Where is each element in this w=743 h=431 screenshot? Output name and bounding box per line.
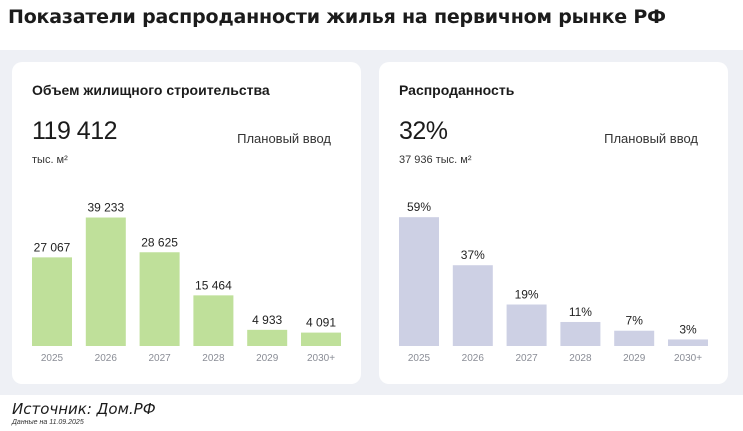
x-tick-label: 2025 <box>41 353 64 364</box>
volume-unit: тыс. м² <box>32 154 68 166</box>
bar-value-label: 4 933 <box>252 313 282 327</box>
bar-value-label: 15 464 <box>195 278 232 292</box>
bar-2025 <box>32 257 72 346</box>
bar-2027 <box>139 252 180 346</box>
x-tick-label: 2028 <box>569 353 592 364</box>
bar-value-label: 28 625 <box>141 235 178 249</box>
bar-value-label: 59% <box>407 200 431 214</box>
x-tick-label: 2030+ <box>674 353 702 364</box>
bar-value-label: 37% <box>461 248 485 262</box>
x-tick-label: 2027 <box>515 353 538 364</box>
bar-2029 <box>614 330 655 346</box>
sold-share-card: Распроданность 32% 37 936 тыс. м² Планов… <box>379 62 728 384</box>
x-tick-label: 2027 <box>148 353 171 364</box>
card-title: Распроданность <box>399 82 515 98</box>
bar-2030+ <box>668 339 708 346</box>
date-note: Данные на 11.09.2025 <box>12 419 84 426</box>
bar-2028 <box>560 321 601 346</box>
x-tick-label: 2030+ <box>307 353 335 364</box>
bar-2028 <box>193 295 234 346</box>
bar-value-label: 19% <box>515 288 539 302</box>
bar-2027 <box>506 304 547 346</box>
bar-value-label: 39 233 <box>87 201 124 215</box>
sold-volume-value: 37 936 тыс. м² <box>399 154 472 166</box>
sold-share-value: 32% <box>399 117 448 145</box>
bar-2026 <box>85 217 126 346</box>
bar-2026 <box>452 265 493 346</box>
x-tick-label: 2026 <box>95 353 118 364</box>
bar-2030+ <box>301 332 341 346</box>
bar-value-label: 11% <box>569 305 592 319</box>
bar-value-label: 27 067 <box>34 240 71 254</box>
x-tick-label: 2028 <box>202 353 225 364</box>
page-title: Показатели распроданности жилья на перви… <box>8 6 666 28</box>
bar-value-label: 4 091 <box>306 316 336 330</box>
total-volume-value: 119 412 <box>32 117 118 145</box>
bar-value-label: 3% <box>679 322 697 336</box>
volume-bar-chart: 27 067 2025 39 233 2026 28 625 2027 15 464 2028… <box>32 201 341 364</box>
x-tick-label: 2029 <box>623 353 646 364</box>
x-tick-label: 2025 <box>408 353 431 364</box>
x-tick-label: 2026 <box>462 353 485 364</box>
plan-label: Плановый ввод <box>604 131 698 146</box>
bar-2025 <box>399 217 439 346</box>
sold-share-bar-chart: 59% 2025 37% 2026 19% 2027 11% 2028 7% 2029 3% 2030… <box>399 200 708 364</box>
bar-value-label: 7% <box>626 314 644 328</box>
bar-2029 <box>247 329 288 346</box>
x-tick-label: 2029 <box>256 353 279 364</box>
card-title: Объем жилищного строительства <box>32 82 270 98</box>
plan-label: Плановый ввод <box>237 131 331 146</box>
source-note: Источник: Дом.РФ <box>12 400 156 418</box>
construction-volume-card: Объем жилищного строительства 119 412 ты… <box>12 62 361 384</box>
